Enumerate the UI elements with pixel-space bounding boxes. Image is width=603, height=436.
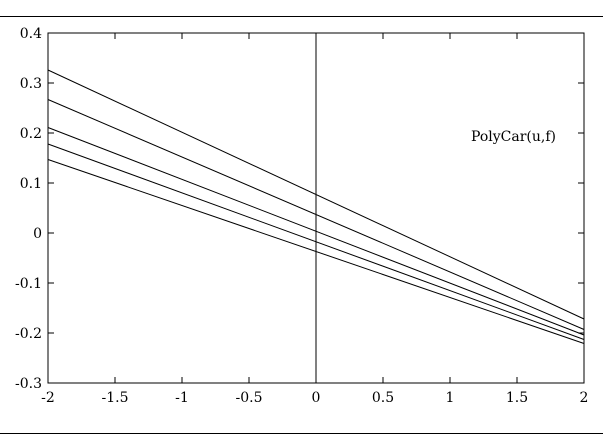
x-tick-label: 1 xyxy=(446,390,455,406)
chart-annotation: PolyCar(u,f) xyxy=(471,129,556,145)
x-tick-label: 1.5 xyxy=(506,390,528,406)
series-line-3 xyxy=(47,127,585,336)
x-tick-label: -2 xyxy=(41,390,55,406)
series-line-4 xyxy=(47,143,585,340)
bottom-rule xyxy=(0,433,603,434)
y-tick-label: 0.4 xyxy=(20,26,42,42)
y-tick-label: -0.2 xyxy=(15,326,42,342)
y-tick-label: -0.3 xyxy=(15,376,42,392)
y-axis-ticks: 0.4 0.3 0.2 0.1 0 -0.1 -0.2 -0.3 xyxy=(15,26,584,392)
y-tick-label: 0.2 xyxy=(20,126,42,142)
top-rule xyxy=(0,16,603,17)
y-tick-label: 0.3 xyxy=(20,76,42,92)
series-line-5 xyxy=(47,159,585,344)
x-tick-label: -1.5 xyxy=(102,390,129,406)
x-axis-ticks: -2 -1.5 -1 -0.5 0 0.5 1 1.5 2 xyxy=(41,33,588,406)
x-tick-label: 0.5 xyxy=(372,390,394,406)
y-tick-label: -0.1 xyxy=(15,276,42,292)
y-tick-label: 0 xyxy=(33,226,42,242)
series-line-1 xyxy=(47,69,585,320)
x-tick-label: 0 xyxy=(312,390,321,406)
x-tick-label: -1 xyxy=(175,390,189,406)
series-group xyxy=(47,33,585,383)
x-tick-label: 2 xyxy=(580,390,589,406)
y-tick-label: 0.1 xyxy=(20,176,42,192)
x-tick-label: -0.5 xyxy=(236,390,263,406)
series-line-2 xyxy=(47,99,585,330)
